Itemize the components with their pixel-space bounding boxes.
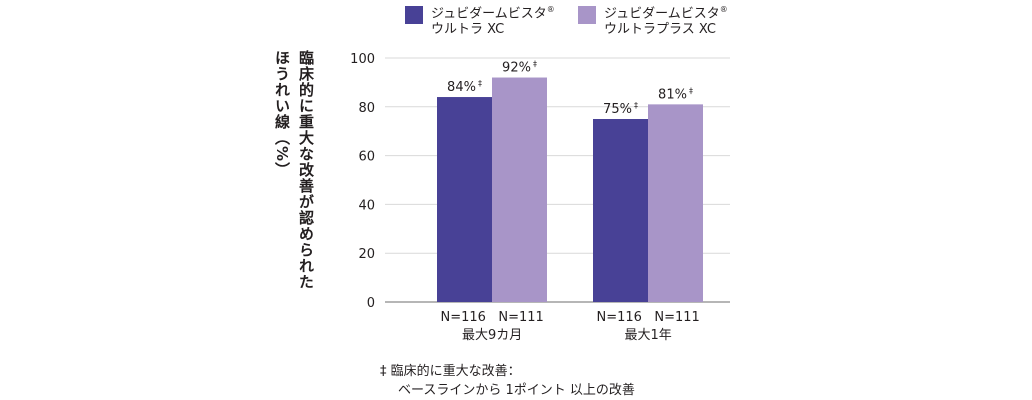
legend-swatch-ultra-xc	[405, 6, 423, 24]
legend-item-ultra-plus-xc: ジュビダームビスタ® ウルトラプラス XC	[578, 2, 728, 38]
data-label-ultra-plus-xc-1: 81% ‡	[658, 86, 693, 102]
footnote-line-1: ‡ 臨床的に重大な改善：	[380, 364, 521, 379]
y-tick-label-0: 0	[367, 296, 375, 311]
legend-swatch-ultra-plus-xc	[578, 6, 596, 24]
data-label-ultra-plus-xc-0: 92% ‡	[502, 60, 537, 76]
legend-label-ultra-plus-xc: ジュビダームビスタ® ウルトラプラス XC	[604, 5, 728, 38]
footnote-line-2: ベースラインから 1ポイント 以上の改善	[398, 383, 635, 398]
bar-ultra-xc-1	[593, 119, 648, 302]
y-tick-label-80: 80	[358, 101, 375, 116]
legend-item-ultra-xc: ジュビダームビスタ® ウルトラ XC	[405, 2, 555, 38]
bar-ultra-plus-xc-1	[648, 104, 703, 302]
y-tick-label-100: 100	[350, 52, 375, 67]
data-label-ultra-xc-1: 75% ‡	[603, 101, 638, 117]
y-axis-label: 臨床的に重大な改善が認められた ほうれい線（%）	[273, 50, 315, 290]
y-tick-label-20: 20	[358, 247, 375, 262]
y-tick-label-60: 60	[358, 150, 375, 165]
group-label-1-year: N=116 N=111 最大1年	[596, 310, 700, 343]
data-label-ultra-xc-0: 84% ‡	[447, 79, 482, 95]
group-label-9-months: N=116 N=111 最大9カ月	[440, 310, 544, 343]
legend-label-ultra-xc: ジュビダームビスタ® ウルトラ XC	[431, 5, 555, 38]
y-tick-label-40: 40	[358, 198, 375, 213]
bar-ultra-plus-xc-0	[492, 77, 547, 303]
bar-ultra-xc-0	[437, 97, 492, 302]
footnote: ‡ 臨床的に重大な改善： ベースラインから 1ポイント 以上の改善	[380, 362, 635, 400]
